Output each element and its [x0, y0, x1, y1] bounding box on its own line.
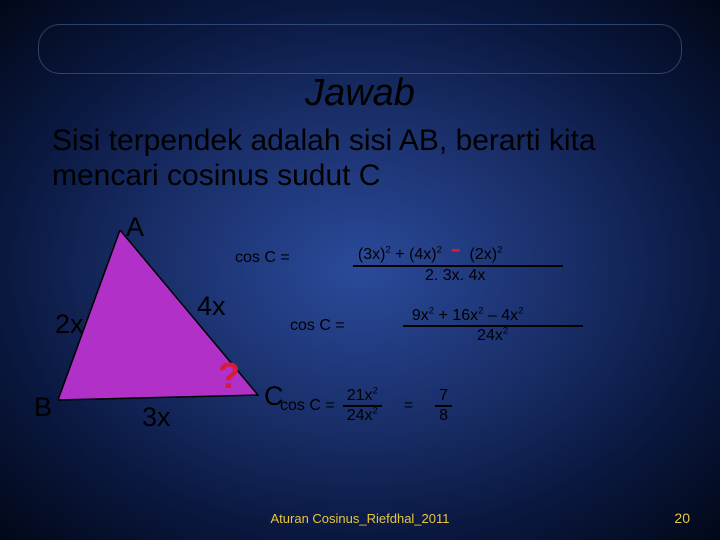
fraction-1: (3x)2 + (4x)2 - (2x)2 2. 3x. 4x: [298, 232, 563, 284]
formula-line-1: cos C = (3x)2 + (4x)2 - (2x)2 2. 3x. 4x: [235, 232, 563, 284]
formula-line-2: cos C = 9x2 + 16x2 – 4x2 24x2: [290, 308, 583, 344]
cos-c-lhs-2: cos C =: [290, 317, 345, 335]
side-ac-label: 4x: [197, 291, 226, 322]
fraction-3: 21x2 24x2: [343, 388, 382, 424]
body-text: Sisi terpendek adalah sisi AB, berarti k…: [52, 124, 680, 193]
vertex-b-label: B: [34, 392, 52, 423]
fraction-2: 9x2 + 16x2 – 4x2 24x2: [353, 308, 583, 344]
vertex-a-label: A: [126, 212, 144, 243]
page-number: 20: [674, 510, 690, 526]
angle-c-question: ?: [218, 355, 240, 397]
equals-sign: =: [382, 397, 435, 415]
formula-line-3: cos C = 21x2 24x2 = 7 8: [280, 388, 452, 424]
cos-c-lhs-3: cos C =: [280, 397, 335, 415]
footer-text: Aturan Cosinus_Riefdhal_2011: [0, 511, 720, 526]
decorative-frame: [38, 24, 682, 74]
slide-title: Jawab: [0, 72, 720, 115]
minus-sign-red: -: [446, 230, 465, 266]
fraction-4: 7 8: [435, 388, 452, 424]
side-bc-label: 3x: [142, 402, 171, 433]
cos-c-lhs-1: cos C =: [235, 249, 290, 267]
side-ab-label: 2x: [55, 309, 84, 340]
